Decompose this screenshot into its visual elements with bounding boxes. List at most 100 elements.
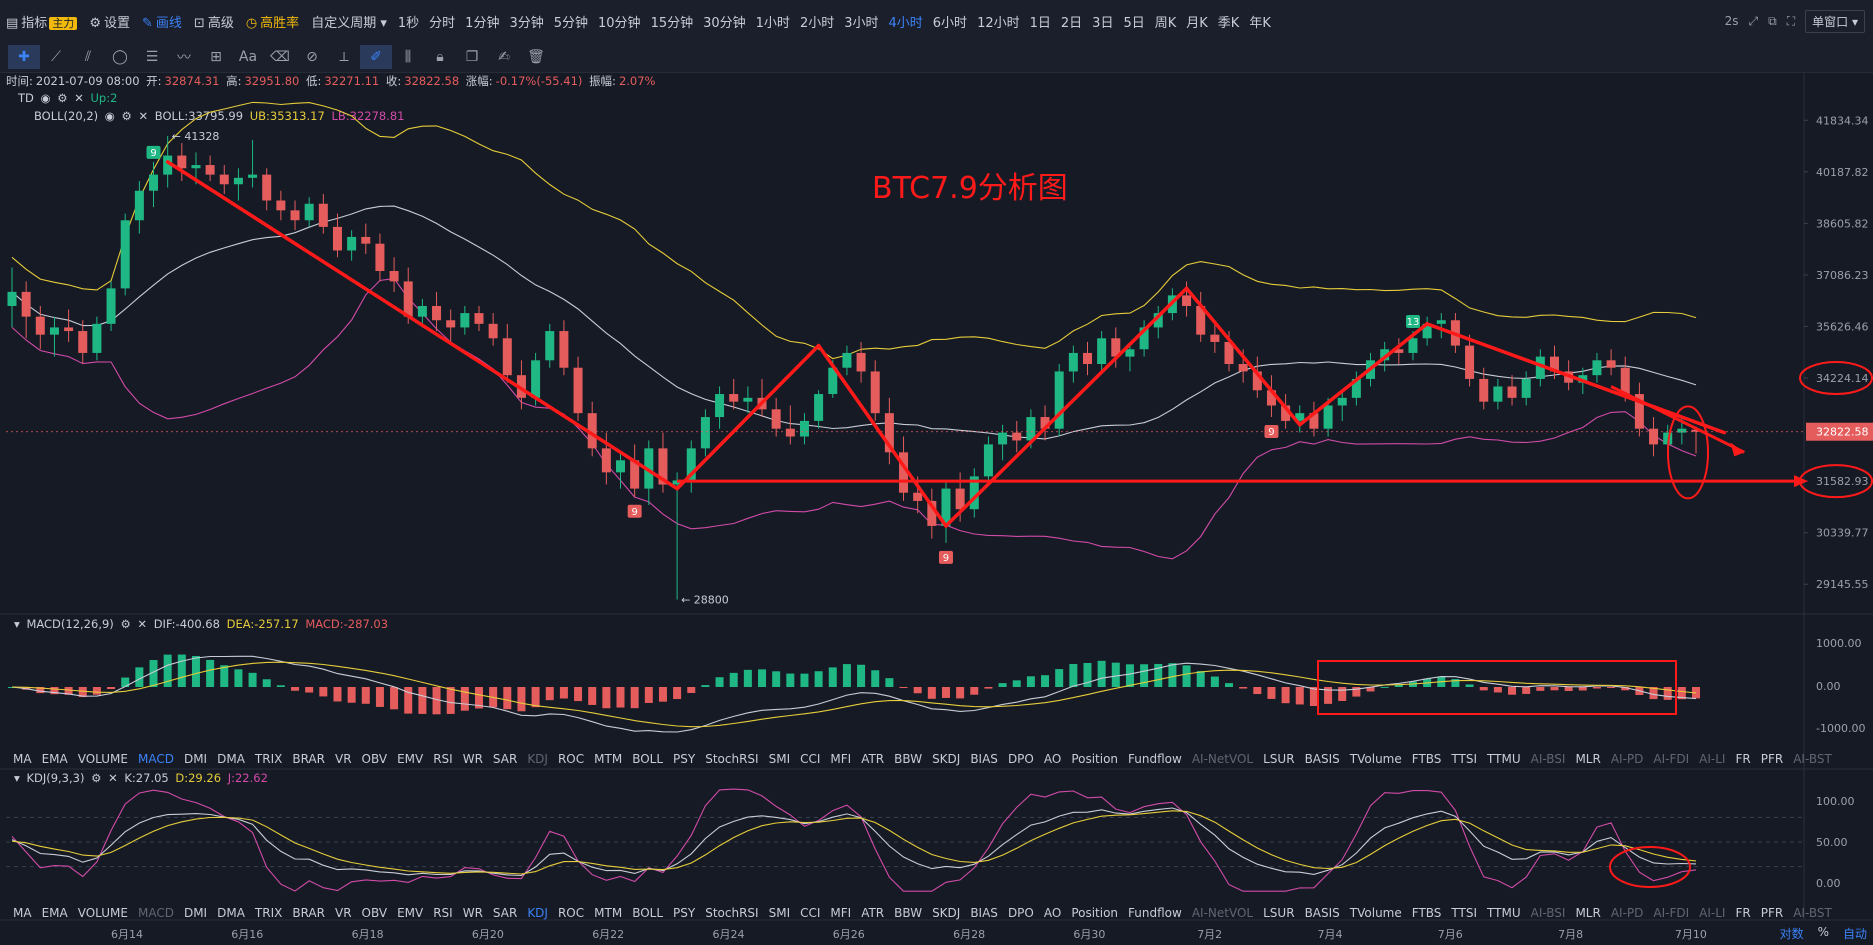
trendline-icon[interactable]: ⟋ — [51, 49, 61, 65]
text-icon[interactable]: Aa — [238, 49, 258, 65]
kdj-tab-40[interactable]: AI-PD — [1610, 906, 1644, 920]
macd-tab-22[interactable]: MFI — [830, 752, 852, 766]
kdj-tab-25[interactable]: SKDJ — [932, 906, 961, 920]
kdj-tab-2[interactable]: VOLUME — [77, 906, 128, 920]
period-4[interactable]: 5分钟 — [553, 15, 589, 31]
macd-tab-1[interactable]: EMA — [41, 752, 68, 766]
kdj-tab-1[interactable]: EMA — [41, 906, 68, 920]
copy-icon[interactable]: ❐ — [465, 49, 479, 65]
continuous-draw-icon[interactable]: ✐ — [360, 45, 392, 69]
kdj-tab-31[interactable]: AI-NetVOL — [1191, 906, 1254, 920]
candle-icon[interactable]: ⫼ — [404, 49, 412, 65]
chevron-down-icon[interactable]: ▾ — [14, 617, 20, 631]
macd-tab-43[interactable]: FR — [1735, 752, 1751, 766]
macd-tab-4[interactable]: DMI — [183, 752, 208, 766]
kdj-tab-24[interactable]: BBW — [894, 906, 923, 920]
period-19[interactable]: 月K — [1186, 15, 1208, 31]
period-10[interactable]: 3小时 — [844, 15, 879, 31]
macd-tab-12[interactable]: WR — [462, 752, 483, 766]
kdj-tab-42[interactable]: AI-LI — [1699, 906, 1726, 920]
close-icon[interactable]: ✕ — [138, 109, 149, 123]
crosshair-icon[interactable]: ✚ — [8, 45, 40, 69]
gear-icon[interactable]: ⚙ — [57, 91, 68, 105]
kdj-tab-32[interactable]: LSUR — [1263, 906, 1295, 920]
period-5[interactable]: 10分钟 — [598, 15, 641, 31]
kdj-tab-21[interactable]: CCI — [800, 906, 821, 920]
refresh-interval[interactable]: 2s — [1724, 14, 1739, 28]
draw-button[interactable]: ✎ 画线 — [141, 15, 182, 31]
kdj-tab-6[interactable]: TRIX — [254, 906, 283, 920]
kdj-tab-18[interactable]: PSY — [673, 906, 696, 920]
lock-icon[interactable]: 🔒︎ — [436, 49, 444, 65]
macd-tab-30[interactable]: Fundflow — [1128, 752, 1182, 766]
macd-tab-45[interactable]: AI-BST — [1793, 752, 1832, 766]
kdj-tab-17[interactable]: BOLL — [632, 906, 664, 920]
period-1[interactable]: 分时 — [429, 15, 456, 31]
kdj-tab-27[interactable]: DPO — [1007, 906, 1034, 920]
macd-tab-10[interactable]: EMV — [397, 752, 424, 766]
macd-tab-38[interactable]: AI-BSI — [1530, 752, 1566, 766]
ruler-icon[interactable]: ⟂ — [339, 49, 349, 65]
window-mode-select[interactable]: 单窗口 ▾ — [1805, 9, 1865, 33]
kdj-tab-29[interactable]: Position — [1071, 906, 1119, 920]
macd-tab-44[interactable]: PFR — [1760, 752, 1784, 766]
period-15[interactable]: 2日 — [1060, 15, 1083, 31]
macd-tab-13[interactable]: SAR — [492, 752, 518, 766]
period-20[interactable]: 季K — [1217, 15, 1240, 31]
macd-tab-36[interactable]: TTSI — [1451, 752, 1478, 766]
macd-tab-28[interactable]: AO — [1043, 752, 1062, 766]
kdj-tab-35[interactable]: FTBS — [1411, 906, 1442, 920]
period-21[interactable]: 年K — [1249, 15, 1271, 31]
macd-tab-3[interactable]: MACD — [137, 752, 174, 766]
kdj-tab-14[interactable]: KDJ — [527, 906, 548, 920]
macd-tab-21[interactable]: CCI — [800, 752, 821, 766]
kdj-tab-15[interactable]: ROC — [557, 906, 585, 920]
period-7[interactable]: 30分钟 — [703, 15, 746, 31]
kdj-tab-16[interactable]: MTM — [594, 906, 623, 920]
kdj-tab-39[interactable]: MLR — [1575, 906, 1601, 920]
close-icon[interactable]: ✕ — [137, 617, 148, 631]
circle-icon[interactable]: ◯ — [112, 49, 128, 65]
log-scale-toggle[interactable]: 对数 — [1779, 927, 1804, 941]
kdj-tab-3[interactable]: MACD — [137, 906, 174, 920]
gear-icon[interactable]: ⚙ — [121, 109, 132, 123]
kdj-tab-37[interactable]: TTMU — [1487, 906, 1521, 920]
eraser-icon[interactable]: ⌫ — [270, 49, 290, 65]
kdj-tab-38[interactable]: AI-BSI — [1530, 906, 1566, 920]
kdj-tab-8[interactable]: VR — [334, 906, 352, 920]
period-11[interactable]: 4小时 — [888, 15, 923, 31]
macd-tab-6[interactable]: TRIX — [254, 752, 283, 766]
macd-tab-33[interactable]: BASIS — [1304, 752, 1340, 766]
kdj-tab-10[interactable]: EMV — [397, 906, 424, 920]
kdj-tab-45[interactable]: AI-BST — [1793, 906, 1832, 920]
close-icon[interactable]: ✕ — [108, 771, 118, 785]
macd-tab-32[interactable]: LSUR — [1263, 752, 1295, 766]
settings-button[interactable]: ⚙ 设置 — [89, 15, 130, 31]
eye-icon[interactable]: ◉ — [104, 109, 115, 123]
close-icon[interactable]: ✕ — [74, 91, 84, 105]
macd-tab-18[interactable]: PSY — [673, 752, 696, 766]
period-12[interactable]: 6小时 — [932, 15, 968, 31]
magnet-icon[interactable]: ⊘ — [306, 49, 318, 65]
period-14[interactable]: 1日 — [1029, 15, 1051, 31]
kdj-tab-34[interactable]: TVolume — [1349, 906, 1402, 920]
kdj-tab-28[interactable]: AO — [1043, 906, 1062, 920]
macd-tab-14[interactable]: KDJ — [527, 752, 548, 766]
kdj-tab-30[interactable]: Fundflow — [1128, 906, 1182, 920]
period-8[interactable]: 1小时 — [755, 15, 790, 31]
measure-icon[interactable]: ⊞ — [210, 49, 222, 65]
period-18[interactable]: 周K — [1154, 15, 1177, 31]
macd-tab-39[interactable]: MLR — [1575, 752, 1601, 766]
eye-icon[interactable]: ◉ — [40, 91, 51, 105]
advanced-button[interactable]: ⊡ 高级 — [193, 15, 234, 31]
edit-icon[interactable]: ✍ — [498, 49, 510, 65]
macd-tab-2[interactable]: VOLUME — [77, 752, 128, 766]
wave-icon[interactable]: 〰 — [177, 50, 191, 66]
period-3[interactable]: 3分钟 — [509, 15, 544, 31]
macd-tab-34[interactable]: TVolume — [1349, 752, 1402, 766]
macd-tab-26[interactable]: BIAS — [970, 752, 998, 766]
period-0[interactable]: 1秒 — [397, 15, 420, 31]
kdj-tab-11[interactable]: RSI — [433, 906, 453, 920]
auto-scale-toggle[interactable]: 自动 — [1842, 927, 1867, 941]
period-6[interactable]: 15分钟 — [650, 15, 694, 31]
